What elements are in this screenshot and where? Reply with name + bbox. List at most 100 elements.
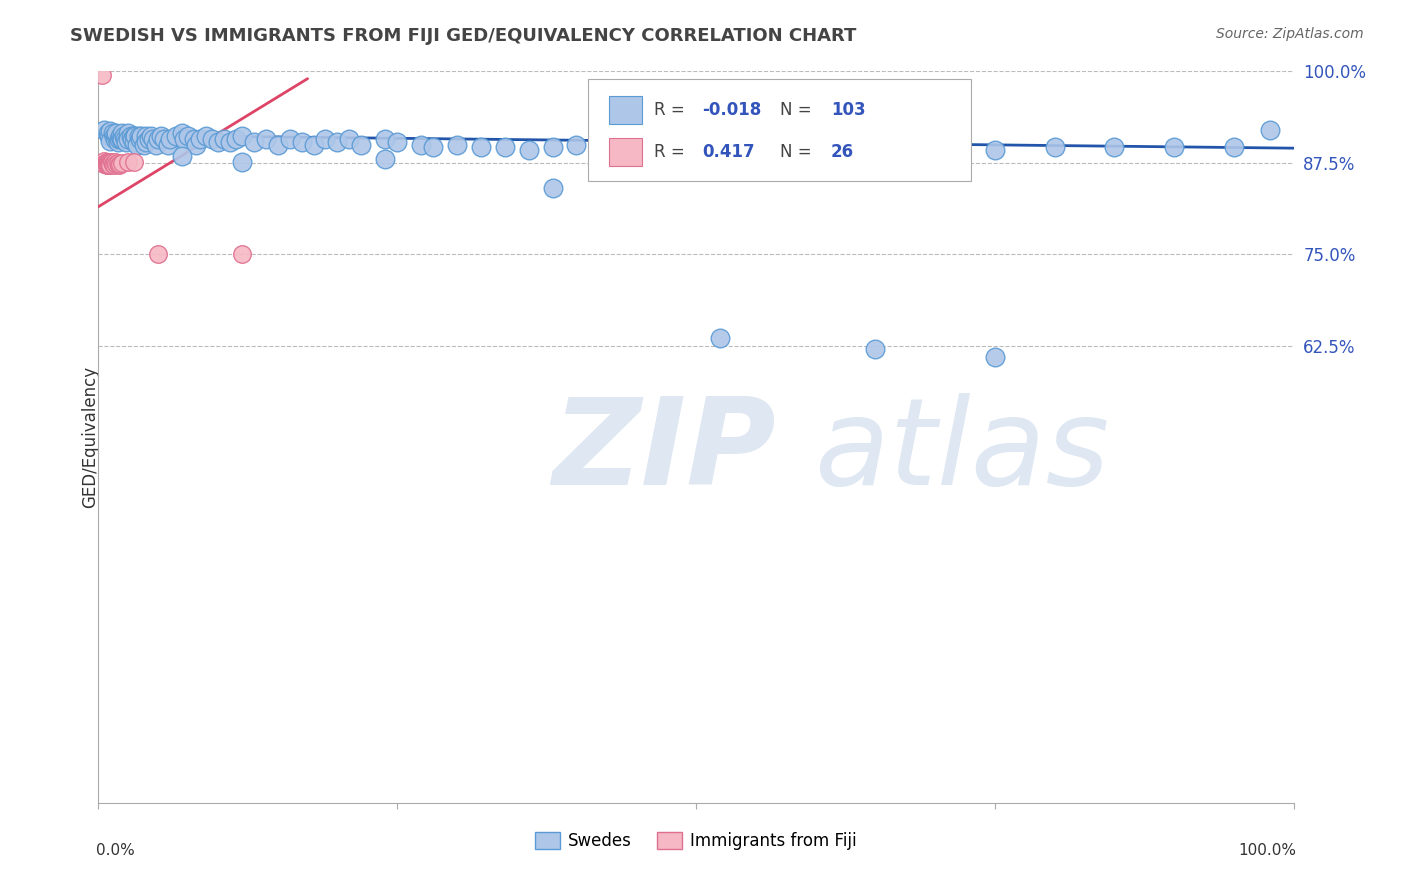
Point [96,158,118,172]
Point [111,131,134,145]
Point [173,131,195,145]
Point [124,128,146,143]
Point [804,144,827,158]
Point [374,152,396,166]
Point [709,144,731,158]
Point [149,128,172,143]
Point [172,149,194,163]
Point [98,134,122,148]
Point [153,131,176,145]
Point [124,135,146,149]
Point [201,131,224,145]
Point [104,155,127,169]
Point [156,137,179,152]
Point [865,343,887,357]
Text: R =: R = [654,101,685,120]
Point [339,131,361,145]
Point [302,137,325,152]
Point [93,123,115,137]
Point [648,144,672,158]
Point [231,128,253,143]
Bar [609,138,643,166]
Point [103,128,125,143]
Point [101,126,124,140]
Point [98,124,122,138]
Point [91,156,114,170]
Point [1043,140,1066,154]
Point [541,140,564,154]
Point [114,131,136,145]
Point [177,128,200,143]
Point [541,181,564,195]
Point [128,128,150,143]
Point [374,131,396,145]
Point [212,131,235,145]
Point [350,137,373,152]
Point [97,156,120,170]
Point [112,128,135,143]
Point [188,131,211,145]
Point [165,128,187,143]
Point [219,135,242,149]
Point [107,156,129,170]
Point [96,155,118,169]
Point [111,126,134,140]
Text: N =: N = [780,101,811,120]
Point [129,131,152,145]
Point [107,135,129,149]
Point [517,144,540,158]
Point [709,331,731,345]
Point [100,155,122,169]
Point [254,131,277,145]
Point [108,128,131,143]
Point [104,131,127,145]
Point [231,247,253,261]
Point [565,137,588,152]
Point [984,350,1007,364]
Point [267,137,290,152]
Point [494,140,516,154]
Point [685,140,707,154]
Point [1223,140,1246,154]
Point [93,156,115,170]
Point [159,131,181,145]
Point [195,128,218,143]
Point [139,128,162,143]
Point [101,156,124,170]
Point [135,128,157,143]
Point [117,126,139,140]
Point [97,126,120,140]
Point [291,135,314,149]
Point [125,137,148,152]
Point [865,144,887,158]
Point [145,137,167,152]
Point [108,156,131,170]
Text: 0.0%: 0.0% [96,843,135,858]
Point [422,140,444,154]
Point [411,137,433,152]
Text: -0.018: -0.018 [702,101,761,120]
Bar [609,96,643,124]
Point [470,140,492,154]
Point [124,128,146,143]
Legend: Swedes, Immigrants from Fiji: Swedes, Immigrants from Fiji [529,825,863,856]
Point [446,137,468,152]
Point [103,158,125,172]
Y-axis label: GED/Equivalency: GED/Equivalency [82,366,98,508]
Point [94,156,117,170]
Point [138,131,160,145]
Point [105,128,128,143]
Point [98,158,121,172]
Point [243,135,266,149]
Point [768,137,790,152]
Point [97,158,120,172]
Point [745,140,768,154]
Point [326,135,349,149]
Text: atlas: atlas [815,393,1111,510]
Point [315,131,337,145]
Point [1258,123,1281,137]
Text: 100.0%: 100.0% [1237,843,1296,858]
Point [93,153,115,168]
Text: R =: R = [654,143,685,161]
Point [131,128,153,143]
